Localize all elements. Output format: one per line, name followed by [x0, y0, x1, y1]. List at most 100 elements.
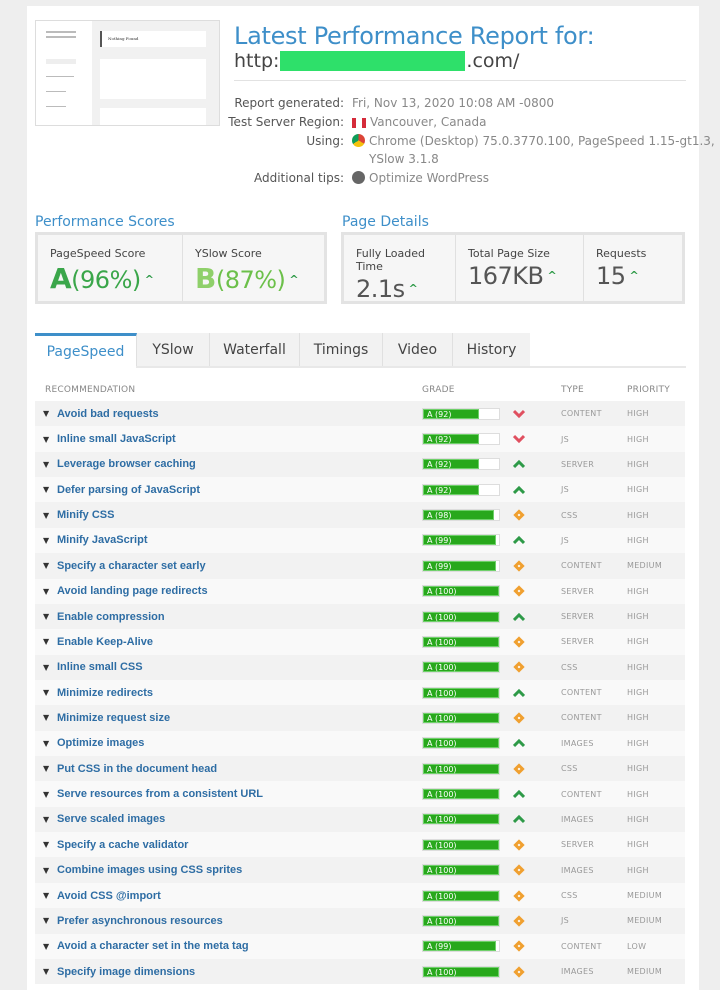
table-row[interactable]: ▼ Specify a cache validator A (100) SERVER H… — [35, 832, 685, 858]
tab-timings[interactable]: Timings — [300, 333, 383, 367]
recommendation-name[interactable]: Serve scaled images — [57, 813, 166, 826]
optimize-wordpress-link[interactable]: Optimize WordPress — [369, 171, 490, 185]
recommendation-name[interactable]: Specify a cache validator — [57, 838, 189, 851]
expand-icon[interactable]: ▼ — [43, 738, 50, 748]
col-type[interactable]: TYPE — [561, 385, 584, 395]
col-priority[interactable]: PRIORITY — [627, 385, 670, 395]
recommendation-name[interactable]: Optimize images — [57, 737, 145, 750]
table-row[interactable]: ▼ Enable compression A (100) SERVER HIGH — [35, 603, 685, 630]
expand-icon[interactable]: ▼ — [43, 865, 50, 875]
table-row[interactable]: ▼ Avoid bad requests A (92) CONTENT HIGH — [35, 401, 685, 427]
tab-video[interactable]: Video — [383, 333, 453, 367]
expand-icon[interactable]: ▼ — [43, 840, 50, 850]
grade-label: A (99) — [423, 560, 497, 571]
priority-label: HIGH — [627, 713, 649, 723]
recommendation-name[interactable]: Minify CSS — [57, 509, 115, 522]
table-row[interactable]: ▼ Specify image dimensions A (100) IMAGES ME… — [35, 958, 685, 985]
expand-icon[interactable]: ▼ — [43, 941, 50, 951]
recommendation-name[interactable]: Defer parsing of JavaScript — [57, 483, 201, 496]
expand-icon[interactable]: ▼ — [43, 967, 50, 977]
type-label: CSS — [561, 764, 578, 774]
recommendation-name[interactable]: Avoid landing page redirects — [57, 585, 208, 598]
expand-icon[interactable]: ▼ — [43, 764, 50, 774]
expand-icon[interactable]: ▼ — [43, 789, 50, 799]
expand-icon[interactable]: ▼ — [43, 510, 50, 520]
report-generated-value: Fri, Nov 13, 2020 10:08 AM -0800 — [352, 96, 555, 110]
recommendation-name[interactable]: Inline small CSS — [57, 661, 143, 674]
tested-url[interactable]: http: .com/ — [234, 50, 519, 72]
expand-icon[interactable]: ▼ — [43, 535, 50, 545]
grade-label: A (92) — [423, 484, 479, 495]
table-row[interactable]: ▼ Avoid CSS @import A (100) CSS MEDIUM — [35, 882, 685, 909]
grade-bar: A (99) — [422, 534, 500, 547]
table-row[interactable]: ▼ Inline small CSS A (100) CSS HIGH — [35, 654, 685, 680]
recommendation-name[interactable]: Minify JavaScript — [57, 534, 148, 547]
tab-history[interactable]: History — [466, 342, 517, 358]
recommendation-name[interactable]: Inline small JavaScript — [57, 433, 176, 446]
recommendation-name[interactable]: Minimize redirects — [57, 686, 153, 699]
table-row[interactable]: ▼ Inline small JavaScript A (92) JS HIGH — [35, 426, 685, 452]
table-row[interactable]: ▼ Specify a character set early A (99) CONT… — [35, 553, 685, 579]
table-row[interactable]: ▼ Defer parsing of JavaScript A (92) JS HIGH — [35, 477, 685, 503]
recommendation-name[interactable]: Combine images using CSS sprites — [57, 864, 243, 877]
recommendation-name[interactable]: Specify a character set early — [57, 559, 206, 572]
trend-indicator — [513, 737, 525, 749]
recommendations-table: ▼ Avoid bad requests A (92) CONTENT HIGH ▼ Inl… — [35, 401, 685, 985]
table-row[interactable]: ▼ Optimize images A (100) IMAGES HIGH — [35, 730, 685, 757]
col-grade[interactable]: GRADE — [422, 385, 455, 395]
recommendation-name[interactable]: Enable Keep-Alive — [57, 635, 153, 648]
table-row[interactable]: ▼ Prefer asynchronous resources A (100) JS M… — [35, 908, 685, 934]
recommendation-name[interactable]: Avoid a character set in the meta tag — [57, 940, 249, 953]
recommendation-name[interactable]: Avoid CSS @import — [57, 889, 161, 902]
table-row[interactable]: ▼ Avoid a character set in the meta tag A … — [35, 933, 685, 959]
recommendation-name[interactable]: Enable compression — [57, 610, 165, 623]
recommendation-name[interactable]: Serve resources from a consistent URL — [57, 788, 264, 801]
grade-label: A (98) — [423, 510, 494, 521]
expand-icon[interactable]: ▼ — [43, 612, 50, 622]
no-change-icon — [513, 864, 525, 876]
expand-icon[interactable]: ▼ — [43, 814, 50, 824]
tab-pagespeed[interactable]: PageSpeed — [35, 333, 137, 367]
table-row[interactable]: ▼ Minify JavaScript A (99) JS HIGH — [35, 527, 685, 554]
browser-value: Chrome (Desktop) 75.0.3770.100, PageSpee… — [369, 134, 715, 148]
expand-icon[interactable]: ▼ — [43, 561, 50, 571]
expand-icon[interactable]: ▼ — [43, 434, 50, 444]
no-change-icon — [513, 839, 525, 851]
tab-waterfall[interactable]: Waterfall — [210, 333, 300, 367]
table-row[interactable]: ▼ Minimize redirects A (100) CONTENT HIGH — [35, 679, 685, 706]
expand-icon[interactable]: ▼ — [43, 891, 50, 900]
expand-icon[interactable]: ▼ — [43, 688, 50, 698]
trend-indicator — [513, 763, 525, 775]
pagespeed-score: PageSpeed Score A(96%) ^ — [38, 235, 183, 301]
table-row[interactable]: ▼ Combine images using CSS sprites A (100)… — [35, 857, 685, 883]
trend-indicator — [513, 433, 525, 445]
site-screenshot-thumbnail[interactable]: Nothing Found — [35, 20, 220, 126]
expand-icon[interactable]: ▼ — [43, 662, 50, 672]
expand-icon[interactable]: ▼ — [43, 713, 50, 723]
table-row[interactable]: ▼ Enable Keep-Alive A (100) SERVER HIGH — [35, 629, 685, 655]
table-row[interactable]: ▼ Minimize request size A (100) CONTENT HIGH — [35, 705, 685, 731]
table-row[interactable]: ▼ Minify CSS A (98) CSS HIGH — [35, 502, 685, 528]
recommendation-name[interactable]: Minimize request size — [57, 711, 171, 724]
table-row[interactable]: ▼ Leverage browser caching A (92) SERVER HIG… — [35, 451, 685, 478]
recommendation-name[interactable]: Specify image dimensions — [57, 965, 196, 978]
expand-icon[interactable]: ▼ — [43, 409, 50, 419]
table-row[interactable]: ▼ Serve scaled images A (100) IMAGES HIGH — [35, 806, 685, 833]
recommendation-name[interactable]: Avoid bad requests — [57, 407, 159, 420]
expand-icon[interactable]: ▼ — [43, 485, 50, 495]
url-redaction — [280, 51, 466, 71]
recommendation-name[interactable]: Put CSS in the document head — [57, 762, 218, 775]
expand-icon[interactable]: ▼ — [43, 637, 50, 647]
recommendation-name[interactable]: Leverage browser caching — [57, 458, 196, 471]
table-row[interactable]: ▼ Avoid landing page redirects A (100) SERV… — [35, 578, 685, 604]
priority-label: HIGH — [627, 764, 649, 774]
grade-label: A (100) — [423, 966, 499, 977]
expand-icon[interactable]: ▼ — [43, 586, 50, 596]
expand-icon[interactable]: ▼ — [43, 916, 50, 926]
table-row[interactable]: ▼ Serve resources from a consistent URL A … — [35, 781, 685, 807]
expand-icon[interactable]: ▼ — [43, 459, 50, 469]
table-row[interactable]: ▼ Put CSS in the document head A (100) CSS H… — [35, 756, 685, 782]
col-recommendation[interactable]: RECOMMENDATION — [45, 385, 136, 395]
recommendation-name[interactable]: Prefer asynchronous resources — [57, 914, 223, 927]
tab-yslow[interactable]: YSlow — [137, 333, 210, 367]
